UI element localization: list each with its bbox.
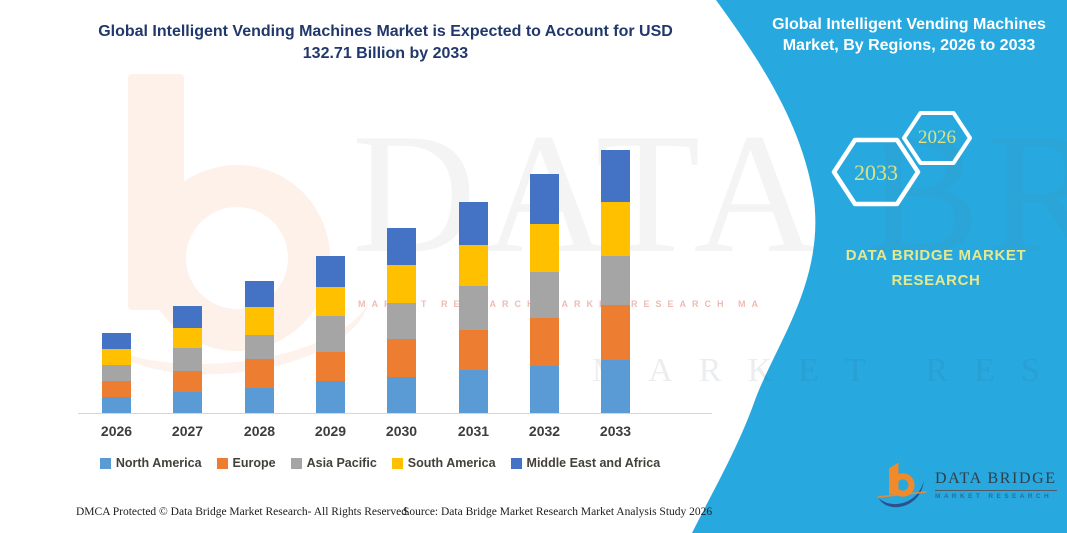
bar-segment bbox=[173, 305, 202, 329]
bar-segment bbox=[245, 307, 274, 335]
data-bridge-logo-icon bbox=[877, 462, 927, 508]
bar-segment bbox=[459, 370, 488, 413]
bar-segment bbox=[245, 334, 274, 359]
brand-text-block: DATA BRIDGE MARKET RESEARCH bbox=[808, 243, 1064, 293]
legend-label: North America bbox=[115, 456, 202, 470]
bar-segment bbox=[102, 396, 131, 413]
legend-item: Middle East and Africa bbox=[510, 456, 661, 470]
chart-title-line2: 132.71 Billion by 2033 bbox=[302, 45, 469, 62]
legend-label: Europe bbox=[232, 456, 276, 470]
x-axis-label: 2029 bbox=[314, 423, 347, 439]
bar-segment bbox=[387, 377, 416, 413]
x-axis-line bbox=[78, 413, 712, 414]
banner-title-line2: Market, By Regions, 2026 to 2033 bbox=[782, 37, 1036, 54]
legend-item: North America bbox=[99, 456, 202, 470]
bar-segment bbox=[601, 149, 630, 202]
x-axis-label: 2033 bbox=[599, 423, 632, 439]
footer-source: Source: Data Bridge Market Research Mark… bbox=[403, 506, 713, 518]
bar-segment bbox=[601, 202, 630, 256]
x-axis-label: 2030 bbox=[385, 423, 418, 439]
data-bridge-logo: DATA BRIDGE MARKET RESEARCH bbox=[876, 456, 1066, 514]
chart-title-line1: Global Intelligent Vending Machines Mark… bbox=[98, 23, 673, 40]
banner-title: Global Intelligent Vending Machines Mark… bbox=[758, 14, 1060, 56]
bar-segment bbox=[316, 255, 345, 287]
hexagon-badges-icon bbox=[831, 111, 972, 207]
bar-segment bbox=[459, 286, 488, 330]
bar-segment bbox=[459, 244, 488, 287]
brand-text-line2: RESEARCH bbox=[891, 272, 981, 289]
x-axis-label: 2032 bbox=[528, 423, 561, 439]
bar-segment bbox=[245, 280, 274, 307]
bar-segment bbox=[173, 348, 202, 371]
bar-segment bbox=[530, 174, 559, 225]
chart-legend: North America Europe Asia Pacific South Ame… bbox=[70, 456, 690, 470]
legend-label: Asia Pacific bbox=[306, 456, 377, 470]
legend-swatch bbox=[510, 457, 522, 469]
chart-title: Global Intelligent Vending Machines Mark… bbox=[58, 21, 713, 65]
legend-label: South America bbox=[407, 456, 496, 470]
x-axis-label: 2026 bbox=[100, 423, 133, 439]
hexagon-year-2033: 2033 bbox=[854, 160, 898, 185]
bar-segment bbox=[387, 228, 416, 265]
bar-segment bbox=[173, 328, 202, 349]
bar-segment bbox=[316, 316, 345, 353]
bar-segment bbox=[601, 359, 630, 413]
bar-segment bbox=[102, 365, 131, 381]
bar-segment bbox=[459, 329, 488, 371]
bar-segment bbox=[530, 271, 559, 318]
legend-item: Asia Pacific bbox=[290, 456, 377, 470]
bar-segment bbox=[102, 348, 131, 366]
bar-segment bbox=[245, 387, 274, 413]
bar-segment bbox=[102, 332, 131, 349]
legend-swatch bbox=[391, 457, 403, 469]
bar-segment bbox=[102, 380, 131, 397]
footer-copyright: DMCA Protected © Data Bridge Market Rese… bbox=[76, 506, 410, 518]
brand-text-line1: DATA BRIDGE MARKET bbox=[845, 247, 1027, 264]
bar-segment bbox=[387, 302, 416, 340]
bar-segment bbox=[316, 352, 345, 382]
x-axis-label: 2031 bbox=[457, 423, 490, 439]
bar-segment bbox=[173, 391, 202, 413]
bar-segment bbox=[601, 256, 630, 305]
bar-segment bbox=[387, 339, 416, 378]
logo-sub-text: MARKET RESEARCH bbox=[935, 493, 1053, 500]
legend-swatch bbox=[216, 457, 228, 469]
hexagon-year-2026: 2026 bbox=[918, 127, 956, 148]
bar-segment bbox=[316, 381, 345, 413]
legend-swatch bbox=[99, 457, 111, 469]
bar-segment bbox=[316, 286, 345, 317]
bar-segment bbox=[387, 264, 416, 303]
bar-segment bbox=[601, 304, 630, 360]
logo-brand-text: DATA BRIDGE bbox=[935, 470, 1057, 491]
legend-label: Middle East and Africa bbox=[526, 456, 661, 470]
x-axis-label: 2028 bbox=[243, 423, 276, 439]
brand-b-watermark-icon bbox=[100, 74, 368, 375]
banner-title-line1: Global Intelligent Vending Machines bbox=[772, 16, 1046, 33]
bar-segment bbox=[459, 202, 488, 245]
bar-segment bbox=[530, 224, 559, 272]
legend-swatch bbox=[290, 457, 302, 469]
x-axis-label: 2027 bbox=[171, 423, 204, 439]
bar-segment bbox=[530, 365, 559, 413]
legend-item: South America bbox=[391, 456, 496, 470]
bar-segment bbox=[530, 317, 559, 366]
bar-segment bbox=[245, 359, 274, 388]
bar-segment bbox=[173, 370, 202, 392]
legend-item: Europe bbox=[216, 456, 276, 470]
